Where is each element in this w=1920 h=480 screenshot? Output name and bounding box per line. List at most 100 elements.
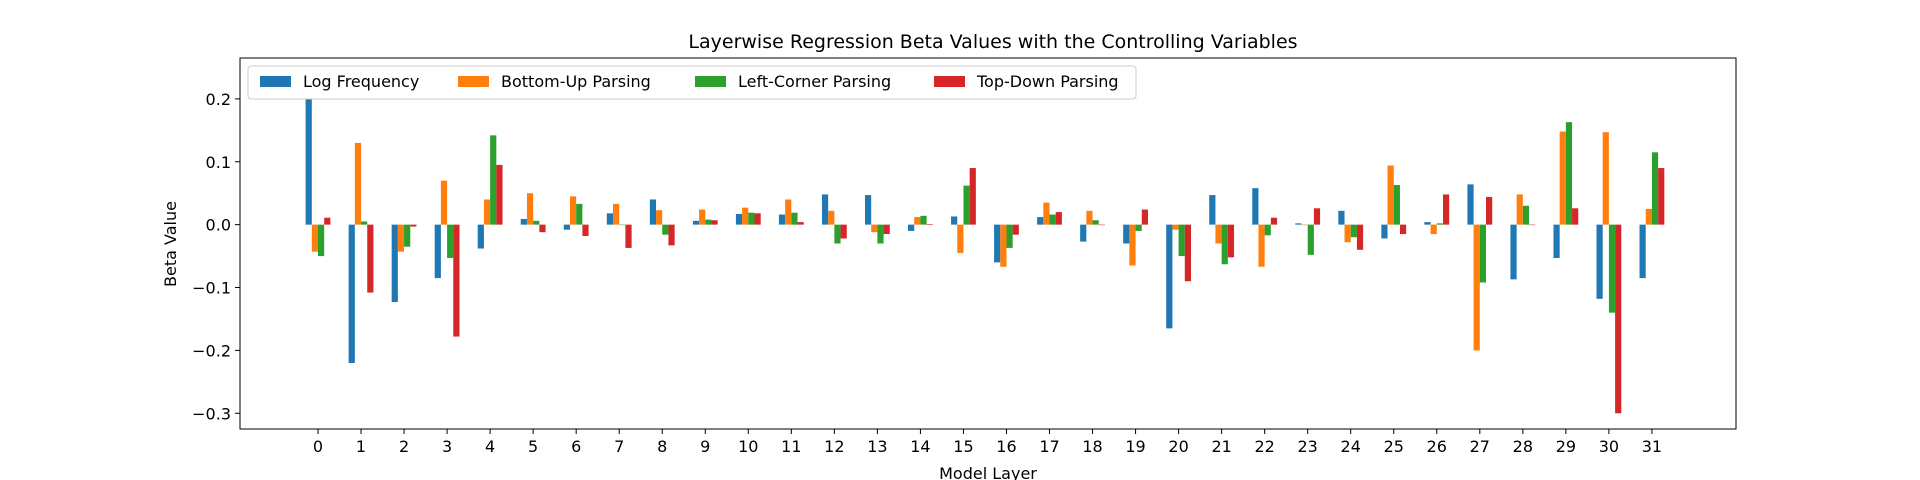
bar-left-corner-parsing-layer-7 xyxy=(619,224,626,226)
y-tick-label: −0.2 xyxy=(192,341,231,360)
x-tick-label: 18 xyxy=(1082,437,1102,456)
bar-log-frequency-layer-27 xyxy=(1467,184,1474,225)
bar-top-down-parsing-layer-12 xyxy=(840,224,847,239)
bar-top-down-parsing-layer-31 xyxy=(1658,168,1665,225)
bar-left-corner-parsing-layer-12 xyxy=(834,224,841,244)
bar-bottom-up-parsing-layer-15 xyxy=(957,224,964,253)
bar-log-frequency-layer-8 xyxy=(649,199,657,225)
bar-bottom-up-parsing-layer-12 xyxy=(828,210,835,225)
bar-left-corner-parsing-layer-27 xyxy=(1479,224,1487,283)
bar-top-down-parsing-layer-9 xyxy=(711,220,718,225)
bar-left-corner-parsing-layer-4 xyxy=(490,135,497,225)
bar-left-corner-parsing-layer-6 xyxy=(576,203,583,225)
bar-bottom-up-parsing-layer-10 xyxy=(742,207,749,225)
bar-log-frequency-layer-21 xyxy=(1209,195,1216,225)
x-tick-label: 27 xyxy=(1470,437,1490,456)
bar-left-corner-parsing-layer-23 xyxy=(1307,224,1314,255)
bar-top-down-parsing-layer-15 xyxy=(969,168,976,225)
y-tick-label: 0.1 xyxy=(206,153,231,172)
x-tick-label: 10 xyxy=(738,437,758,456)
bar-left-corner-parsing-layer-18 xyxy=(1092,220,1099,225)
x-tick-label: 26 xyxy=(1427,437,1447,456)
bar-top-down-parsing-layer-20 xyxy=(1184,224,1191,282)
bar-left-corner-parsing-layer-3 xyxy=(447,224,454,258)
bar-log-frequency-layer-15 xyxy=(951,216,958,225)
x-tick-label: 28 xyxy=(1513,437,1533,456)
x-tick-label: 7 xyxy=(614,437,624,456)
legend-label: Top-Down Parsing xyxy=(976,72,1119,91)
x-tick-label: 14 xyxy=(910,437,930,456)
x-tick-label: 17 xyxy=(1039,437,1059,456)
bar-left-corner-parsing-layer-19 xyxy=(1135,224,1142,231)
bar-log-frequency-layer-25 xyxy=(1381,224,1388,239)
bar-bottom-up-parsing-layer-22 xyxy=(1258,224,1265,267)
bar-bottom-up-parsing-layer-28 xyxy=(1516,194,1523,225)
bar-top-down-parsing-layer-19 xyxy=(1141,209,1148,225)
bar-top-down-parsing-layer-3 xyxy=(453,224,460,337)
bar-top-down-parsing-layer-21 xyxy=(1227,224,1235,258)
bar-top-down-parsing-layer-18 xyxy=(1098,224,1105,226)
bar-log-frequency-layer-4 xyxy=(477,224,484,249)
x-tick-label: 24 xyxy=(1341,437,1361,456)
bar-bottom-up-parsing-layer-19 xyxy=(1129,224,1136,266)
legend-label: Left-Corner Parsing xyxy=(738,72,891,91)
bar-log-frequency-layer-14 xyxy=(908,224,915,231)
bar-top-down-parsing-layer-28 xyxy=(1529,224,1536,226)
x-tick-label: 30 xyxy=(1599,437,1619,456)
bar-left-corner-parsing-layer-14 xyxy=(920,215,927,225)
bar-left-corner-parsing-layer-9 xyxy=(705,219,712,225)
bar-top-down-parsing-layer-16 xyxy=(1012,224,1019,235)
bar-bottom-up-parsing-layer-7 xyxy=(613,203,620,225)
bar-log-frequency-layer-28 xyxy=(1510,224,1517,280)
x-tick-label: 20 xyxy=(1168,437,1188,456)
bar-bottom-up-parsing-layer-1 xyxy=(354,142,362,225)
bar-log-frequency-layer-16 xyxy=(994,224,1001,263)
x-tick-label: 19 xyxy=(1125,437,1145,456)
bar-bottom-up-parsing-layer-27 xyxy=(1473,224,1480,351)
bar-log-frequency-layer-5 xyxy=(520,218,527,225)
x-tick-label: 1 xyxy=(356,437,366,456)
bar-left-corner-parsing-layer-2 xyxy=(404,224,411,247)
bar-left-corner-parsing-layer-10 xyxy=(748,212,755,225)
bar-bottom-up-parsing-layer-14 xyxy=(914,217,921,225)
bar-left-corner-parsing-layer-30 xyxy=(1608,224,1616,313)
legend: Log Frequency Bottom-Up Parsing Left-Corne… xyxy=(247,65,1137,100)
legend-frame xyxy=(247,65,1137,100)
bar-left-corner-parsing-layer-5 xyxy=(533,220,540,225)
bar-log-frequency-layer-26 xyxy=(1424,222,1431,225)
bar-bottom-up-parsing-layer-21 xyxy=(1215,224,1222,244)
bar-log-frequency-layer-30 xyxy=(1596,224,1603,299)
bar-left-corner-parsing-layer-31 xyxy=(1651,152,1659,225)
bar-bottom-up-parsing-layer-16 xyxy=(1000,224,1007,267)
x-tick-label: 8 xyxy=(657,437,667,456)
y-tick-label: 0.2 xyxy=(206,90,231,109)
bar-bottom-up-parsing-layer-4 xyxy=(483,199,491,225)
y-axis-label: Beta Value xyxy=(161,201,180,287)
bar-top-down-parsing-layer-6 xyxy=(582,224,589,236)
bar-top-down-parsing-layer-27 xyxy=(1486,196,1493,225)
bar-log-frequency-layer-13 xyxy=(864,195,872,225)
bar-top-down-parsing-layer-2 xyxy=(410,224,417,227)
bar-left-corner-parsing-layer-16 xyxy=(1006,224,1013,248)
bar-bottom-up-parsing-layer-24 xyxy=(1344,224,1351,243)
bar-bottom-up-parsing-layer-0 xyxy=(311,224,318,252)
bar-left-corner-parsing-layer-8 xyxy=(662,224,669,235)
legend-swatch-bottom-up-parsing xyxy=(458,76,489,87)
bar-log-frequency-layer-17 xyxy=(1037,217,1044,225)
chart-title: Layerwise Regression Beta Values with th… xyxy=(688,31,1297,53)
bar-bottom-up-parsing-layer-18 xyxy=(1086,210,1093,225)
x-tick-label: 21 xyxy=(1211,437,1231,456)
bar-bottom-up-parsing-layer-3 xyxy=(440,180,448,225)
plot-area xyxy=(239,57,1737,430)
bar-top-down-parsing-layer-23 xyxy=(1313,208,1321,225)
x-tick-label: 15 xyxy=(953,437,973,456)
x-tick-label: 16 xyxy=(996,437,1016,456)
bar-log-frequency-layer-23 xyxy=(1295,223,1302,225)
bar-log-frequency-layer-6 xyxy=(563,224,570,230)
bar-left-corner-parsing-layer-25 xyxy=(1393,185,1400,225)
bar-bottom-up-parsing-layer-5 xyxy=(526,193,534,225)
bar-top-down-parsing-layer-25 xyxy=(1399,224,1407,235)
y-tick-label: −0.1 xyxy=(192,279,231,298)
x-tick-label: 5 xyxy=(528,437,538,456)
bar-top-down-parsing-layer-11 xyxy=(797,222,804,225)
